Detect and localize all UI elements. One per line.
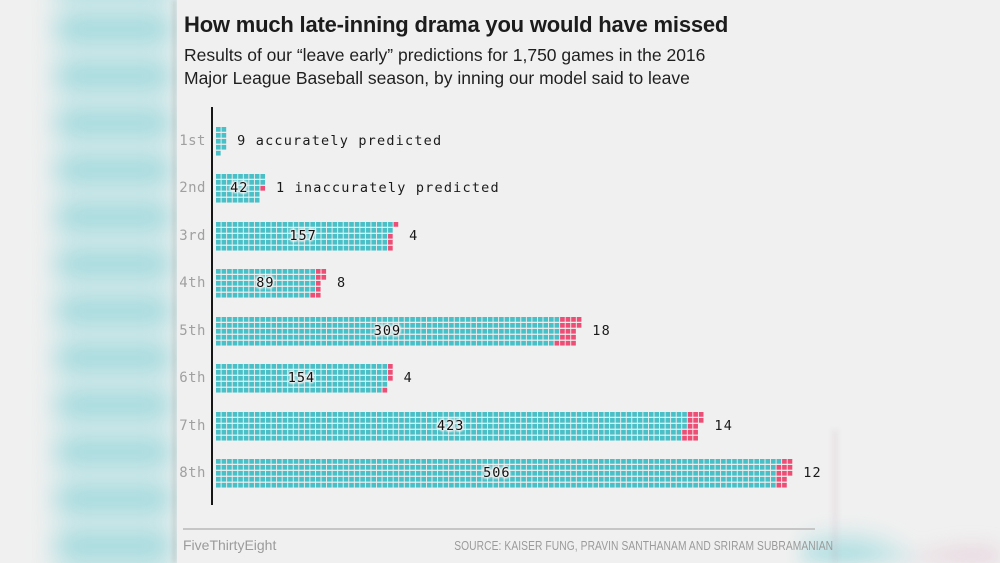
inning-label: 3rd [179, 227, 206, 244]
waffle-bar [216, 459, 793, 488]
inning-label: 6th [179, 370, 206, 386]
bar-count-label: 42 [230, 180, 249, 196]
bar-count-label: 506 [483, 465, 511, 481]
chart-subtitle: Results of our “leave early” predictions… [184, 44, 824, 90]
chart-subtitle-line1: Results of our “leave early” predictions… [184, 45, 706, 65]
waffle-bar [216, 316, 582, 346]
inning-label: 7th [179, 417, 206, 434]
blurred-background-bottom-right [800, 453, 1000, 563]
blurred-teal-band [56, 0, 172, 563]
bar-count-label: 309 [373, 322, 402, 339]
bar-annotation: 12 [803, 465, 822, 481]
waffle-bar [216, 221, 399, 251]
waffle-bar [216, 126, 227, 156]
source-credit: SOURCE: KAISER FUNG, PRAVIN SANTHANAM AN… [454, 539, 834, 553]
waffle-bar [216, 269, 327, 298]
bar-count-label: 154 [287, 370, 316, 386]
bar-annotation: 8 [337, 275, 347, 291]
blurred-card-edge [173, 0, 176, 563]
y-axis-line [211, 107, 214, 505]
inning-label: 2nd [179, 180, 206, 196]
brand-label: FiveThirtyEight [183, 537, 277, 553]
inning-label: 4th [179, 275, 206, 291]
blurred-background-left [0, 0, 177, 563]
inning-label: 1st [179, 132, 206, 149]
waffle-bar [216, 411, 704, 441]
inning-label: 8th [179, 465, 206, 481]
bar-count-label: 89 [256, 275, 275, 291]
bar-annotation: 4 [403, 370, 413, 386]
bar-annotation: 4 [409, 227, 419, 244]
blurred-card-right-edge [833, 430, 837, 563]
waffle-bar [216, 364, 393, 393]
waffle-bar [216, 174, 266, 203]
bar-annotation: 1 inaccurately predicted [275, 180, 500, 196]
bar-annotation: 14 [714, 417, 734, 434]
bar-count-label: 157 [289, 227, 317, 244]
chart-subtitle-line2: Major League Baseball season, by inning … [184, 68, 690, 88]
inning-label: 5th [179, 322, 206, 339]
bar-count-label: 423 [437, 417, 465, 434]
footer-divider [183, 528, 815, 530]
bar-annotation: 18 [592, 322, 611, 339]
bar-annotation: 9 accurately predicted [237, 132, 443, 149]
chart-title: How much late-inning drama you would hav… [184, 12, 729, 37]
